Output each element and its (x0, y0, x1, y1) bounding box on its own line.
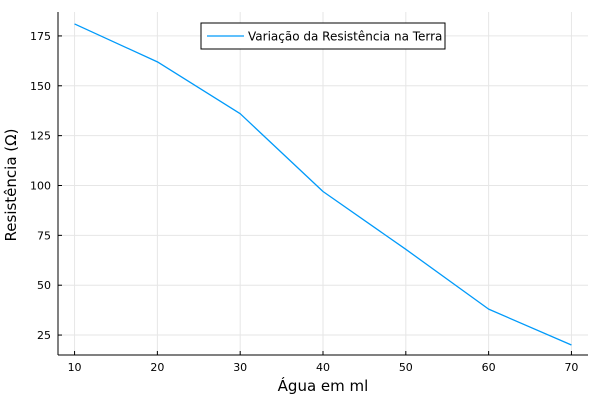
x-tick-label: 70 (564, 361, 578, 374)
y-tick-label: 25 (37, 329, 51, 342)
x-tick-label: 60 (482, 361, 496, 374)
y-tick-label: 150 (30, 80, 51, 93)
series-line-0 (74, 23, 572, 346)
x-tick-label: 40 (316, 361, 330, 374)
x-axis-label: Água em ml (278, 376, 369, 395)
legend-entry-label: Variação da Resistência na Terra (248, 30, 442, 44)
legend: Variação da Resistência na Terra (200, 22, 446, 50)
y-axis-label: Resistência (Ω) (2, 129, 20, 242)
x-tick-label: 20 (150, 361, 164, 374)
y-axis-ticks: 25 50 75 100 125 150 175 (30, 30, 62, 342)
x-axis-ticks: 10 20 30 40 50 60 70 (68, 351, 578, 374)
grid (58, 12, 588, 355)
x-tick-label: 30 (233, 361, 247, 374)
y-tick-label: 100 (30, 179, 51, 192)
series-layer (74, 23, 572, 346)
y-tick-label: 125 (30, 130, 51, 143)
x-tick-label: 50 (399, 361, 413, 374)
x-tick-label: 10 (68, 361, 82, 374)
y-tick-label: 50 (37, 279, 51, 292)
y-tick-label: 175 (30, 30, 51, 43)
y-tick-label: 75 (37, 229, 51, 242)
